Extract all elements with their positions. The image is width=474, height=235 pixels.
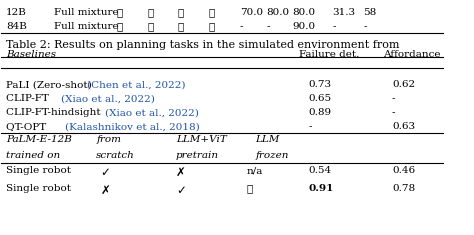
Text: (Kalashnikov et al., 2018): (Kalashnikov et al., 2018) (65, 122, 200, 131)
Text: 0.62: 0.62 (392, 80, 415, 89)
Text: 84B: 84B (6, 22, 27, 31)
Text: Single robot: Single robot (6, 166, 71, 175)
Text: (Xiao et al., 2022): (Xiao et al., 2022) (105, 108, 199, 117)
Text: Failure det.: Failure det. (300, 51, 360, 59)
Text: -: - (364, 22, 367, 31)
Text: -: - (332, 22, 336, 31)
Text: CLIP-FT: CLIP-FT (6, 94, 52, 103)
Text: ✗: ✗ (178, 22, 184, 31)
Text: -: - (392, 94, 395, 103)
Text: 80.0: 80.0 (293, 8, 316, 17)
Text: -: - (392, 108, 395, 117)
Text: 70.0: 70.0 (240, 8, 263, 17)
Text: (Xiao et al., 2022): (Xiao et al., 2022) (61, 94, 155, 103)
Text: Affordance: Affordance (383, 51, 441, 59)
Text: Full mixture: Full mixture (55, 22, 119, 31)
Text: trained on: trained on (6, 151, 60, 160)
Text: ✗: ✗ (209, 22, 215, 31)
Text: ✓: ✓ (246, 184, 253, 193)
Text: QT-OPT: QT-OPT (6, 122, 49, 131)
Text: Single robot: Single robot (6, 184, 71, 193)
Text: ✗: ✗ (116, 22, 122, 31)
Text: frozen: frozen (255, 151, 289, 160)
Text: n/a: n/a (246, 166, 263, 175)
Text: 58: 58 (364, 8, 376, 17)
Text: 0.46: 0.46 (392, 166, 415, 175)
Text: -: - (240, 22, 243, 31)
Text: -: - (266, 22, 270, 31)
Text: ✗: ✗ (116, 8, 122, 17)
Text: ✓: ✓ (147, 8, 153, 17)
Text: 0.89: 0.89 (308, 108, 331, 117)
Text: 0.91: 0.91 (308, 184, 334, 193)
Text: ✗: ✗ (178, 8, 184, 17)
Text: 31.3: 31.3 (332, 8, 356, 17)
Text: 0.54: 0.54 (308, 166, 331, 175)
Text: Table 2: Results on planning tasks in the simulated environment from: Table 2: Results on planning tasks in th… (6, 40, 399, 50)
Text: Full mixture: Full mixture (55, 8, 119, 17)
Text: ✓: ✓ (209, 8, 215, 17)
Text: ✗: ✗ (100, 184, 110, 197)
Text: pretrain: pretrain (176, 151, 219, 160)
Text: ✓: ✓ (147, 22, 153, 31)
Text: 0.73: 0.73 (308, 80, 331, 89)
Text: from: from (96, 135, 121, 144)
Text: 0.78: 0.78 (392, 184, 415, 193)
Text: 90.0: 90.0 (293, 22, 316, 31)
Text: 12B: 12B (6, 8, 27, 17)
Text: 0.65: 0.65 (308, 94, 331, 103)
Text: LLM+ViT: LLM+ViT (176, 135, 227, 144)
Text: CLIP-FT-hindsight: CLIP-FT-hindsight (6, 108, 104, 117)
Text: (Chen et al., 2022): (Chen et al., 2022) (88, 80, 186, 89)
Text: ✓: ✓ (100, 166, 110, 179)
Text: LLM: LLM (255, 135, 280, 144)
Text: Baselines: Baselines (6, 51, 56, 59)
Text: 80.0: 80.0 (266, 8, 289, 17)
Text: ✗: ✗ (176, 166, 186, 179)
Text: ✓: ✓ (176, 184, 186, 197)
Text: PaLM-E-12B: PaLM-E-12B (6, 135, 72, 144)
Text: -: - (308, 122, 312, 131)
Text: PaLI (Zero-shot): PaLI (Zero-shot) (6, 80, 95, 89)
Text: scratch: scratch (96, 151, 135, 160)
Text: 0.63: 0.63 (392, 122, 415, 131)
